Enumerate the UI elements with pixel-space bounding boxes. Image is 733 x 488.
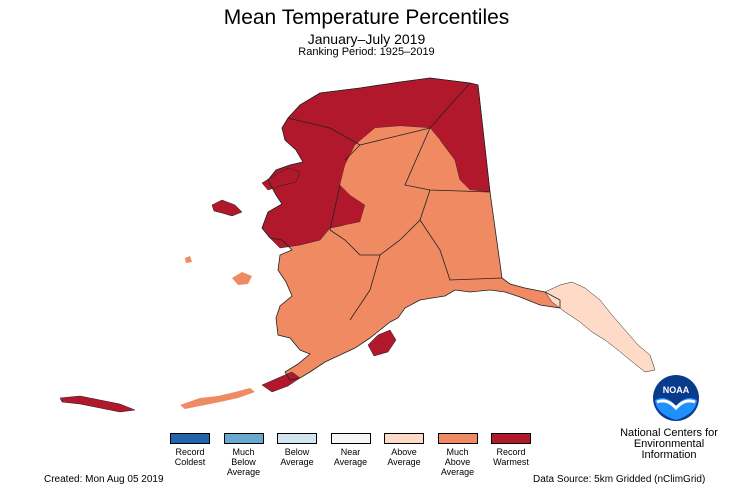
noaa-logo: NOAA: [653, 375, 699, 421]
islands-aleutian-east: [261, 371, 301, 393]
noaa-logo-text: NOAA: [663, 385, 690, 395]
legend-swatch: [223, 433, 264, 444]
legend-item: Record Warmest: [484, 433, 538, 467]
region-record-warmest-west-coast: [261, 167, 301, 191]
legend-swatch: [330, 433, 371, 444]
island-nunivak: [232, 272, 252, 285]
legend-label: Near Average: [333, 447, 368, 467]
legend-label: Much Above Average: [440, 447, 475, 477]
islands-aleutian-west: [59, 395, 136, 413]
island-st-lawrence: [211, 199, 243, 217]
legend-swatch: [384, 433, 424, 444]
created-date: Created: Mon Aug 05 2019: [44, 474, 164, 485]
legend-label: Record Coldest: [174, 447, 206, 467]
legend-swatch: [491, 433, 531, 444]
map-title: Mean Temperature Percentiles: [223, 6, 510, 29]
legend-item: Record Coldest: [163, 433, 217, 467]
legend-label: Below Average: [280, 447, 314, 467]
legend-item: Much Above Average: [431, 433, 485, 477]
division-borders: [287, 82, 503, 321]
legend-label: Much Below Average: [226, 447, 261, 477]
region-above-average-panhandle: [544, 281, 656, 373]
island-kodiak: [367, 329, 397, 357]
islands-aleutian: [180, 388, 255, 409]
legend-swatch: [437, 433, 478, 444]
legend-swatch: [170, 433, 210, 444]
alaska-outline: [261, 77, 561, 381]
legend-label: Record Warmest: [493, 447, 529, 467]
island-pribilof: [185, 256, 192, 263]
legend-swatch: [277, 433, 317, 444]
organization-name: National Centers for Environmental Infor…: [620, 427, 718, 461]
legend-item: Near Average: [324, 433, 378, 467]
legend-item: Below Average: [270, 433, 324, 467]
legend-label: Above Average: [387, 447, 421, 467]
legend-item: Much Below Average: [217, 433, 271, 477]
map-subtitle: January–July 2019: [307, 31, 426, 47]
legend-item: Above Average: [377, 433, 431, 467]
data-source: Data Source: 5km Gridded (nClimGrid): [533, 474, 706, 485]
ranking-period: Ranking Period: 1925–2019: [298, 46, 435, 58]
region-much-above-interior: [320, 126, 502, 320]
